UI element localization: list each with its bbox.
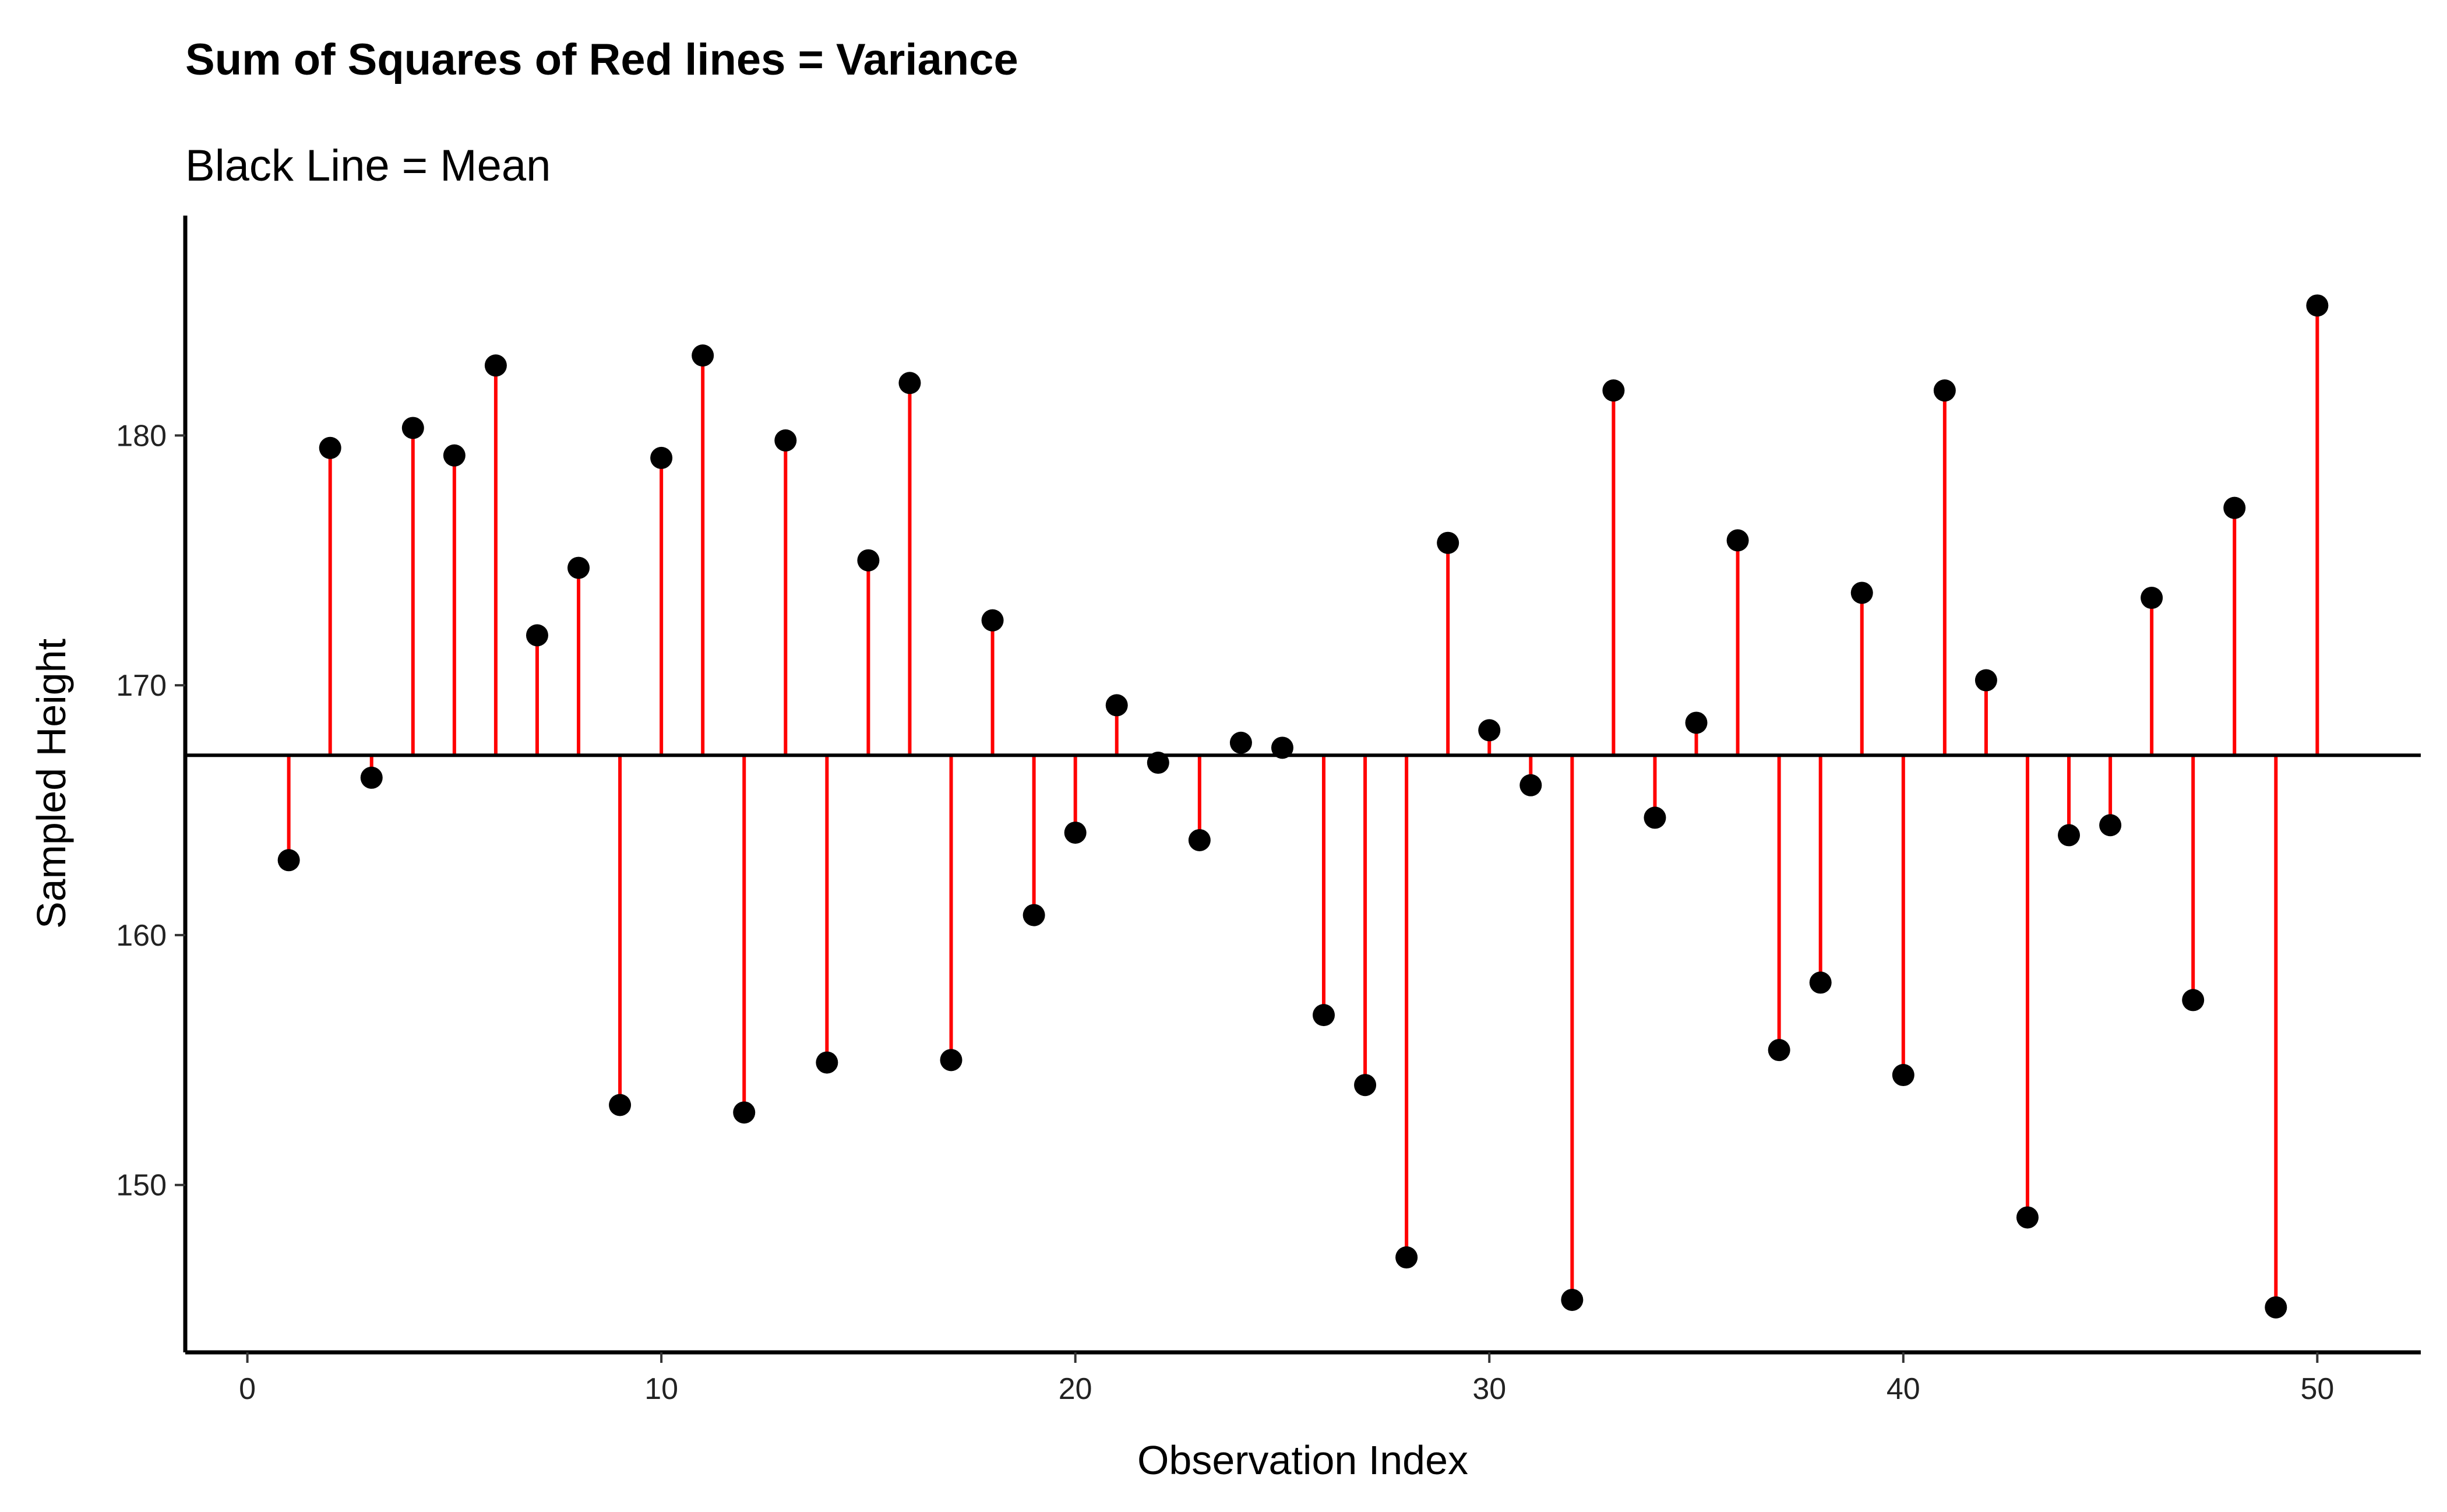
chart-title: Sum of Squares of Red lines = Variance — [185, 35, 1018, 84]
data-point — [898, 372, 921, 394]
data-point — [857, 549, 880, 572]
data-point — [2265, 1296, 2287, 1319]
data-point — [2223, 496, 2246, 519]
data-point — [816, 1051, 838, 1074]
data-point — [360, 766, 383, 789]
data-point — [1313, 1004, 1335, 1027]
data-point — [2016, 1206, 2039, 1229]
data-point — [1644, 806, 1666, 829]
data-point — [1768, 1039, 1790, 1062]
x-axis-ticks: 0 10 20 30 40 50 — [239, 1352, 2334, 1406]
x-tick-label: 30 — [1472, 1372, 1506, 1406]
data-point — [1478, 719, 1501, 742]
data-point — [1022, 904, 1045, 926]
data-point — [567, 556, 590, 579]
data-point — [2182, 989, 2205, 1011]
data-point — [1354, 1074, 1377, 1097]
data-point — [484, 354, 507, 377]
data-point — [609, 1094, 632, 1116]
data-point — [1561, 1288, 1584, 1311]
data-point — [2306, 294, 2329, 317]
y-axis-title: Sampled Height — [29, 639, 74, 929]
plot-area — [185, 294, 2421, 1319]
data-point — [1105, 694, 1128, 717]
chart-subtitle: Black Line = Mean — [185, 141, 551, 191]
data-point — [733, 1101, 756, 1124]
y-tick-label: 160 — [116, 919, 167, 953]
data-point — [1271, 736, 1293, 759]
data-point — [981, 609, 1004, 632]
data-point — [1809, 971, 1832, 994]
data-point — [401, 417, 424, 439]
data-point — [650, 446, 673, 469]
data-point — [319, 436, 341, 459]
data-point — [1602, 379, 1625, 402]
y-axis-ticks: 150 160 170 180 — [116, 419, 185, 1203]
data-point — [1892, 1064, 1914, 1087]
data-point — [1850, 581, 1873, 604]
data-point — [1229, 731, 1252, 754]
data-point — [774, 429, 797, 452]
data-point — [1147, 752, 1169, 774]
data-point — [526, 624, 548, 647]
x-tick-label: 20 — [1059, 1372, 1092, 1406]
x-axis-title: Observation Index — [1137, 1437, 1468, 1483]
x-tick-label: 10 — [644, 1372, 678, 1406]
y-tick-label: 150 — [116, 1169, 167, 1203]
data-point — [1064, 822, 1087, 844]
data-point — [692, 344, 714, 367]
x-tick-label: 0 — [239, 1372, 256, 1406]
x-tick-label: 50 — [2300, 1372, 2334, 1406]
data-point — [443, 444, 466, 467]
data-point — [940, 1049, 962, 1072]
data-point — [277, 849, 300, 872]
data-point — [1726, 529, 1749, 552]
data-point — [1437, 531, 1459, 554]
data-point — [1519, 774, 1542, 796]
y-tick-label: 170 — [116, 669, 167, 703]
x-tick-label: 40 — [1887, 1372, 1920, 1406]
data-point — [1933, 379, 1956, 402]
data-point — [2099, 814, 2122, 837]
data-point — [2141, 587, 2163, 609]
data-point — [1395, 1246, 1418, 1269]
data-point — [1974, 669, 1997, 692]
data-point — [1685, 711, 1708, 734]
data-point — [2058, 824, 2081, 847]
data-point — [1188, 829, 1211, 851]
y-tick-label: 180 — [116, 419, 167, 453]
